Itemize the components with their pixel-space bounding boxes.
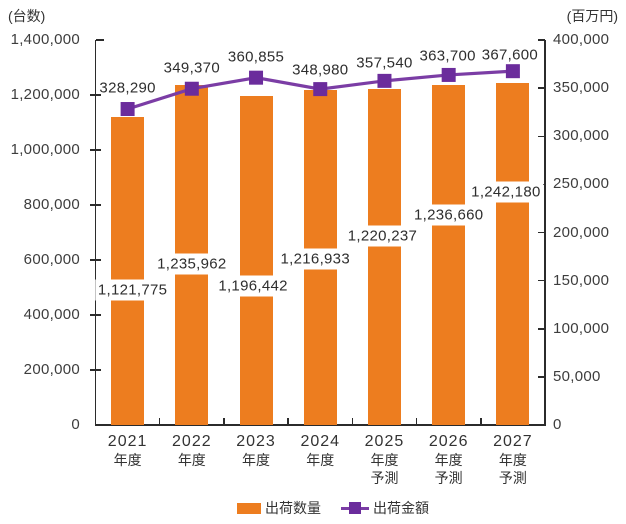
right-axis-tick-label: 150,000 bbox=[553, 271, 610, 289]
x-axis-tick bbox=[480, 418, 482, 425]
bar-series-label: 出荷数量 bbox=[265, 500, 321, 516]
right-axis-tick bbox=[537, 279, 545, 282]
bar-value-label: 1,235,962 bbox=[154, 253, 230, 275]
right-axis-tick bbox=[537, 376, 545, 378]
right-axis-tick-label: 50,000 bbox=[553, 367, 601, 385]
line-series-label: 出荷金額 bbox=[373, 500, 429, 516]
line-marker bbox=[120, 102, 135, 117]
x-axis-label-line: 年度 bbox=[177, 452, 206, 468]
x-axis-label-line: 予測 bbox=[498, 470, 527, 486]
right-axis-tick-label: 0 bbox=[553, 416, 562, 433]
bar-value-label: 1,220,237 bbox=[344, 225, 421, 247]
x-axis-label-line: 2023 bbox=[236, 433, 276, 450]
line-value-label: 357,540 bbox=[356, 54, 413, 72]
bar-value-label: 1,242,180 bbox=[468, 181, 544, 203]
line-value-label: 328,290 bbox=[99, 79, 156, 97]
x-axis-label-line: 2024 bbox=[300, 433, 341, 450]
bar-value-label: 1,216,933 bbox=[277, 248, 353, 270]
right-axis-line bbox=[544, 40, 546, 425]
x-axis-label-line: 2022 bbox=[172, 433, 212, 450]
left-axis-tick bbox=[89, 94, 101, 96]
bar-2025年度予測 bbox=[367, 89, 401, 425]
x-axis-label-line: 年度 bbox=[498, 452, 527, 468]
right-axis-tick-label: 350,000 bbox=[553, 79, 610, 97]
bar-2027年度予測 bbox=[496, 83, 530, 425]
bar-series-swatch bbox=[237, 502, 261, 514]
line-value-label: 348,980 bbox=[292, 61, 349, 79]
left-axis-tick-label: 1,400,000 bbox=[10, 31, 80, 48]
x-axis-label-line: 2027 bbox=[493, 433, 533, 450]
right-axis-tick bbox=[537, 87, 545, 89]
legend-item-bar-series: 出荷数量 bbox=[237, 498, 321, 518]
left-axis-line bbox=[94, 40, 97, 425]
line-marker bbox=[249, 70, 264, 85]
x-axis-label-line: 予測 bbox=[370, 470, 399, 486]
x-axis-tick bbox=[415, 418, 418, 425]
x-axis-label-line: 年度 bbox=[113, 452, 142, 468]
bar-value-label: 1,236,660 bbox=[410, 204, 487, 226]
x-axis-tick bbox=[287, 418, 289, 425]
right-axis-title: (百万円) bbox=[566, 8, 618, 24]
legend-item-line-series: 出荷金額 bbox=[341, 498, 429, 518]
left-axis-tick-label: 1,200,000 bbox=[10, 86, 80, 103]
line-series-square-marker bbox=[349, 502, 361, 514]
x-axis-label-2022年度: 2022 年度 bbox=[147, 433, 237, 469]
bar-2021年度 bbox=[111, 116, 145, 425]
x-axis-label-2026年度予測: 2026 年度予測 bbox=[404, 433, 494, 487]
line-marker bbox=[377, 73, 392, 88]
left-axis-tick bbox=[89, 149, 101, 151]
x-axis-label-2023年度: 2023 年度 bbox=[211, 433, 301, 469]
left-axis-tick bbox=[89, 369, 101, 371]
line-series-marker-icon bbox=[341, 502, 369, 514]
right-axis-tick bbox=[537, 39, 545, 41]
x-axis-label-2024年度: 2024 年度 bbox=[275, 433, 365, 469]
right-axis-tick bbox=[537, 231, 545, 234]
left-axis-tick bbox=[89, 314, 101, 316]
x-axis-label-2027年度予測: 2027 年度予測 bbox=[468, 433, 558, 487]
x-axis-label-line: 2025 bbox=[364, 433, 405, 450]
x-axis-label-line: 年度 bbox=[434, 452, 463, 468]
line-value-label: 360,855 bbox=[227, 48, 285, 66]
x-axis-label-line: 年度 bbox=[242, 452, 271, 468]
right-axis-tick-label: 100,000 bbox=[553, 319, 610, 337]
left-axis-tick bbox=[89, 259, 101, 261]
right-axis-tick-label: 400,000 bbox=[553, 31, 610, 48]
left-axis-tick-label: 0 bbox=[71, 416, 80, 433]
line-value-label: 367,600 bbox=[481, 46, 539, 64]
x-axis-tick bbox=[158, 418, 161, 425]
line-marker bbox=[505, 64, 520, 79]
bar-value-label: 1,196,442 bbox=[215, 275, 291, 297]
x-axis-line bbox=[94, 424, 546, 426]
line-value-label: 349,370 bbox=[163, 59, 220, 77]
x-axis-tick bbox=[351, 418, 354, 425]
x-axis-label-2021年度: 2021 年度 bbox=[83, 433, 173, 469]
line-marker bbox=[441, 67, 456, 82]
left-axis-tick-label: 200,000 bbox=[23, 361, 80, 378]
right-axis-tick bbox=[537, 135, 545, 137]
left-axis-tick-label: 800,000 bbox=[23, 196, 80, 213]
right-axis-tick-label: 250,000 bbox=[553, 175, 610, 193]
x-axis-label-2025年度予測: 2025 年度予測 bbox=[339, 433, 429, 487]
x-axis-tick bbox=[223, 418, 225, 425]
x-axis-label-line: 年度 bbox=[370, 452, 399, 468]
bar-2023年度 bbox=[239, 95, 273, 425]
bar-2026年度予測 bbox=[432, 84, 466, 425]
x-axis-label-line: 予測 bbox=[434, 470, 463, 486]
left-axis-tick bbox=[96, 39, 104, 41]
left-axis-tick-label: 1,000,000 bbox=[10, 141, 80, 158]
left-axis-tick bbox=[89, 204, 101, 206]
right-axis-tick-label: 300,000 bbox=[553, 127, 610, 145]
right-axis-tick bbox=[537, 328, 545, 330]
left-axis-tick-label: 600,000 bbox=[23, 251, 80, 268]
x-axis-label-line: 2026 bbox=[428, 433, 469, 450]
x-axis-label-line: 年度 bbox=[306, 452, 335, 468]
x-axis-label-line: 2021 bbox=[107, 433, 148, 450]
left-axis-title: (台数) bbox=[8, 8, 46, 24]
line-value-label: 363,700 bbox=[419, 47, 476, 65]
legend: 出荷数量 出荷金額 bbox=[20, 498, 626, 518]
bar-value-label: 1,121,775 bbox=[94, 279, 171, 301]
right-axis-tick-label: 200,000 bbox=[553, 223, 610, 241]
left-axis-tick-label: 400,000 bbox=[23, 306, 80, 323]
